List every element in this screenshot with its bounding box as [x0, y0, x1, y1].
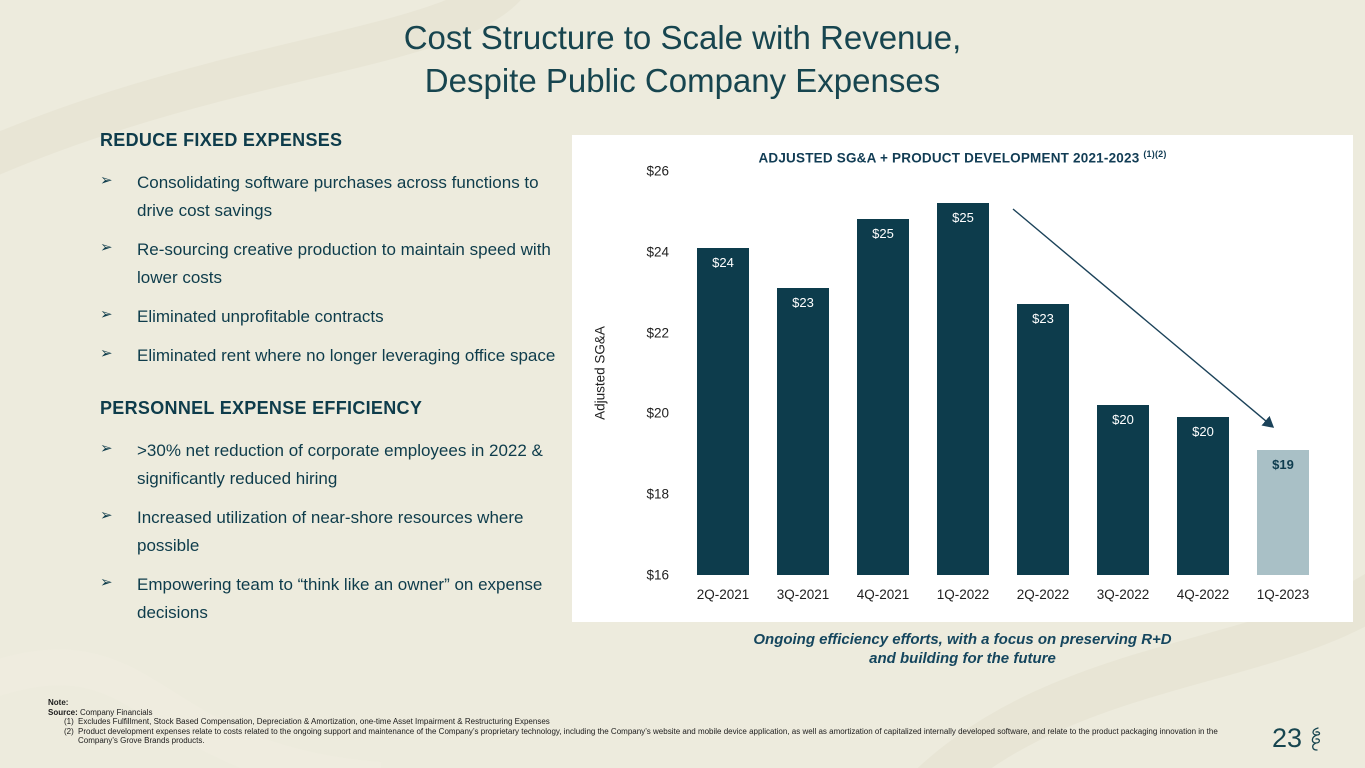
- bullet-text: Consolidating software purchases across …: [137, 173, 539, 220]
- footnote-note-label: Note:: [48, 698, 69, 707]
- bullet-item: ➢ Eliminated unprofitable contracts: [100, 303, 578, 331]
- bar: $20: [1097, 405, 1149, 575]
- bar-value-label: $23: [792, 295, 814, 311]
- slide-title-line1: Cost Structure to Scale with Revenue,: [403, 19, 962, 56]
- bullet-item: ➢ Re-sourcing creative production to main…: [100, 236, 578, 292]
- bar-value-label: $24: [712, 254, 734, 270]
- bullet-text: Re-sourcing creative production to maint…: [137, 240, 551, 287]
- x-tick-label: 3Q-2022: [1096, 587, 1150, 602]
- footnotes: Note: Source: Company Financials (1) Excl…: [48, 698, 1233, 746]
- bar-value-label: $20: [1112, 412, 1134, 428]
- plot-area: $24 $23 $25 $25 $23 $20 $20 $19 $26 $24 $22 $20 $18…: [646, 164, 1323, 583]
- y-tick-label: $26: [646, 163, 669, 179]
- chart-caption-line1: Ongoing efficiency efforts, with a focus…: [753, 631, 1172, 648]
- bar-slot: $24: [683, 171, 763, 575]
- grove-logo-icon: [1311, 726, 1321, 751]
- bar-value-label: $19: [1272, 456, 1294, 472]
- footnote-text: Excludes Fulfillment, Stock Based Compen…: [78, 717, 550, 726]
- bar: $25: [857, 219, 909, 575]
- slide-title-line2: Despite Public Company Expenses: [424, 62, 941, 99]
- bar: $23: [1017, 304, 1069, 575]
- bullet-arrow-icon: ➢: [100, 239, 113, 256]
- y-tick-label: $20: [646, 405, 669, 421]
- chart-title-text: ADJUSTED SG&A + PRODUCT DEVELOPMENT 2021…: [758, 150, 1140, 166]
- chart-caption-line2: and building for the future: [869, 650, 1056, 667]
- bullet-arrow-icon: ➢: [100, 172, 113, 189]
- bars-row: $24 $23 $25 $25 $23 $20 $20 $19: [683, 171, 1323, 575]
- x-tick-label: 3Q-2021: [776, 587, 830, 602]
- bar-slot: $25: [843, 171, 923, 575]
- slide-title: Cost Structure to Scale with Revenue, De…: [0, 16, 1365, 102]
- bullet-arrow-icon: ➢: [100, 440, 113, 457]
- chart-title-superscript: (1)(2): [1143, 149, 1167, 159]
- bullet-item: ➢ Eliminated rent where no longer leverag…: [100, 342, 578, 370]
- bullet-item: ➢ Empowering team to “think like an owner…: [100, 571, 578, 627]
- page-corner: 23: [1272, 723, 1323, 754]
- bar-value-label: $25: [952, 210, 974, 226]
- bar-value-label: $20: [1192, 424, 1214, 440]
- x-tick-label: 2Q-2021: [696, 587, 750, 602]
- bar-value-label: $25: [872, 226, 894, 242]
- footnote-items: (1) Excludes Fulfillment, Stock Based Com…: [48, 717, 1233, 746]
- x-tick-label: 1Q-2023: [1256, 587, 1310, 602]
- bullet-item: ➢ Increased utilization of near-shore res…: [100, 504, 578, 560]
- bullet-text: >30% net reduction of corporate employee…: [137, 441, 543, 488]
- bullet-item: ➢ Consolidating software purchases across…: [100, 169, 578, 225]
- bullet-arrow-icon: ➢: [100, 507, 113, 524]
- bar: $19: [1257, 449, 1309, 575]
- left-sections: REDUCE FIXED EXPENSES ➢ Consolidating soft…: [100, 130, 578, 638]
- x-tick-label: 4Q-2022: [1176, 587, 1230, 602]
- bullet-text: Eliminated rent where no longer leveragi…: [137, 346, 556, 365]
- bullet-text: Eliminated unprofitable contracts: [137, 307, 384, 326]
- chart-title: ADJUSTED SG&A + PRODUCT DEVELOPMENT 2021…: [572, 149, 1353, 166]
- footnote-text: Product development expenses relate to c…: [78, 726, 1218, 746]
- section-heading: PERSONNEL EXPENSE EFFICIENCY: [100, 398, 423, 418]
- y-axis-title: Adjusted SG&A: [592, 326, 608, 420]
- footnote-item: (1) Excludes Fulfillment, Stock Based Com…: [48, 717, 1233, 727]
- bullet-arrow-icon: ➢: [100, 574, 113, 591]
- chart-caption: Ongoing efficiency efforts, with a focus…: [572, 630, 1353, 668]
- x-tick-label: 1Q-2022: [936, 587, 990, 602]
- bar: $20: [1177, 417, 1229, 575]
- x-axis-labels: 2Q-2021 3Q-2021 4Q-2021 1Q-2022 2Q-2022 3Q-20…: [683, 587, 1323, 602]
- bullet-item: ➢ >30% net reduction of corporate employe…: [100, 437, 578, 493]
- x-tick-label: 2Q-2022: [1016, 587, 1070, 602]
- bullet-arrow-icon: ➢: [100, 345, 113, 362]
- y-tick-label: $16: [646, 567, 669, 583]
- bullet-text: Increased utilization of near-shore reso…: [137, 508, 524, 555]
- bar-value-label: $23: [1032, 311, 1054, 327]
- footnote-number: (2): [64, 726, 74, 736]
- chart-panel: ADJUSTED SG&A + PRODUCT DEVELOPMENT 2021…: [572, 135, 1353, 622]
- x-tick-label: 4Q-2021: [856, 587, 910, 602]
- y-tick-label: $24: [646, 244, 669, 260]
- y-tick-label: $22: [646, 325, 669, 341]
- bar-slot: $19: [1243, 171, 1323, 575]
- bar-slot: $23: [763, 171, 843, 575]
- bar-slot: $25: [923, 171, 1003, 575]
- bar: $24: [697, 247, 749, 575]
- y-tick-label: $18: [646, 486, 669, 502]
- bullet-arrow-icon: ➢: [100, 306, 113, 323]
- bar-slot: $20: [1163, 171, 1243, 575]
- section-heading: REDUCE FIXED EXPENSES: [100, 130, 343, 150]
- bullet-text: Empowering team to “think like an owner”…: [137, 575, 543, 622]
- bar-slot: $20: [1083, 171, 1163, 575]
- footnote-source: Source: Company Financials: [48, 707, 153, 717]
- bar: $25: [937, 203, 989, 575]
- bar: $23: [777, 288, 829, 575]
- page-number: 23: [1271, 723, 1302, 753]
- footnote-number: (1): [64, 717, 74, 726]
- footnote-item: (2) Product development expenses relate t…: [48, 727, 1233, 746]
- bar-slot: $23: [1003, 171, 1083, 575]
